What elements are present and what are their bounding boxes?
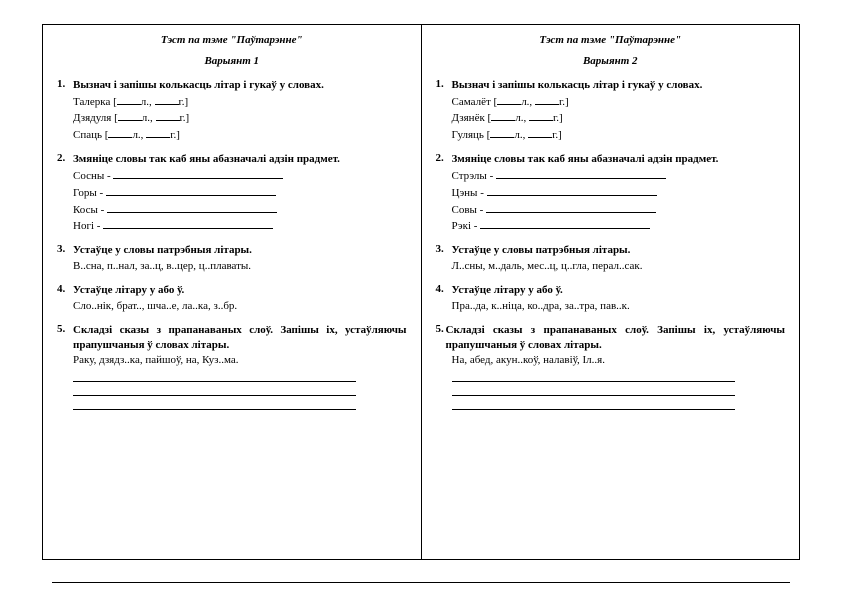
answer-line[interactable] [73, 369, 356, 382]
footer-rule [52, 582, 790, 583]
blank[interactable] [103, 218, 273, 229]
blank[interactable] [155, 94, 179, 105]
question-5: 5. Складзі сказы з прапанаваных слоў. За… [57, 322, 407, 411]
question-prompt: Змяніце словы так каб яны абазначалі адз… [73, 152, 407, 167]
question-prompt: Складзі сказы з прапанаваных слоў. Запіш… [446, 323, 786, 353]
question-number: 4. [436, 282, 452, 314]
question-prompt: Устаўце літару у або ў. [452, 283, 786, 298]
question-2: 2. Змяніце словы так каб яны абазначалі … [436, 151, 786, 234]
question-text: Л..сны, м..даль, мес..ц, ц..гла, перал..… [452, 259, 786, 274]
question-prompt: Вызнач і запішы колькасць літар і гукаў … [452, 78, 786, 93]
blank[interactable] [108, 127, 132, 138]
answer-line[interactable] [452, 369, 735, 382]
variant-2: Тэст па тэме "Паўтарэнне" Варыянт 2 1. В… [421, 25, 800, 559]
question-5: 5. Складзі сказы з прапанаваных слоў. За… [436, 322, 786, 353]
question-3: 3. Устаўце у словы патрэбныя літары. В..… [57, 242, 407, 274]
q2-line: Совы - [452, 202, 786, 218]
variant-label: Варыянт 1 [57, 54, 407, 69]
question-number: 2. [436, 151, 452, 234]
blank[interactable] [480, 218, 650, 229]
q1-line: Дзядуля [л., г.] [73, 110, 407, 126]
question-text: Пра..да, к..ніца, ко..дра, за..тра, пав.… [452, 299, 786, 314]
test-title: Тэст па тэме "Паўтарэнне" [436, 33, 786, 48]
question-number: 1. [436, 77, 452, 143]
question-4: 4. Устаўце літару у або ў. Пра..да, к..н… [436, 282, 786, 314]
question-3: 3. Устаўце у словы патрэбныя літары. Л..… [436, 242, 786, 274]
question-prompt: Складзі сказы з прапанаваных слоў. Запіш… [73, 323, 407, 353]
question-prompt: Устаўце у словы патрэбныя літары. [452, 243, 786, 258]
question-text: Сло..нік, брат.., шча..е, ла..ка, з..бр. [73, 299, 407, 314]
blank[interactable] [118, 110, 142, 121]
blank[interactable] [146, 127, 170, 138]
blank[interactable] [529, 110, 553, 121]
question-1: 1. Вызнач і запішы колькасць літар і гук… [57, 77, 407, 143]
question-number: 1. [57, 77, 73, 143]
blank[interactable] [491, 110, 515, 121]
question-text: На, абед, акун..коў, налавіў, Іл..я. [452, 353, 786, 368]
q1-line: Дзянёк [л., г.] [452, 110, 786, 126]
question-number: 2. [57, 151, 73, 234]
blank[interactable] [497, 94, 521, 105]
q1-line: Спаць [л., г.] [73, 127, 407, 143]
blank[interactable] [113, 168, 283, 179]
blank[interactable] [107, 202, 277, 213]
question-text: В..сна, п..нал, за..ц, в..цер, ц..плават… [73, 259, 407, 274]
blank[interactable] [487, 185, 657, 196]
q1-line: Самалёт [л., г.] [452, 94, 786, 110]
blank[interactable] [528, 127, 552, 138]
q1-line: Талерка [л., г.] [73, 94, 407, 110]
q1-line: Гуляць [л., г.] [452, 127, 786, 143]
blank[interactable] [535, 94, 559, 105]
variant-label: Варыянт 2 [436, 54, 786, 69]
answer-line[interactable] [452, 397, 735, 410]
question-prompt: Устаўце літару у або ў. [73, 283, 407, 298]
q2-line: Косы - [73, 202, 407, 218]
question-text: Раку, дзядз..ка, пайшоў, на, Куз..ма. [73, 353, 407, 368]
answer-line[interactable] [73, 397, 356, 410]
blank[interactable] [117, 94, 141, 105]
question-2: 2. Змяніце словы так каб яны абазначалі … [57, 151, 407, 234]
question-5-body: На, абед, акун..коў, налавіў, Іл..я. [436, 353, 786, 410]
q2-line: Ногі - [73, 218, 407, 234]
blank[interactable] [496, 168, 666, 179]
question-1: 1. Вызнач і запішы колькасць літар і гук… [436, 77, 786, 143]
q2-line: Цэны - [452, 185, 786, 201]
q2-line: Сосны - [73, 168, 407, 184]
question-prompt: Вызнач і запішы колькасць літар і гукаў … [73, 78, 407, 93]
question-prompt: Устаўце у словы патрэбныя літары. [73, 243, 407, 258]
question-number: 4. [57, 282, 73, 314]
question-prompt: Змяніце словы так каб яны абазначалі адз… [452, 152, 786, 167]
q2-line: Рэкі - [452, 218, 786, 234]
blank[interactable] [156, 110, 180, 121]
test-title: Тэст па тэме "Паўтарэнне" [57, 33, 407, 48]
answer-line[interactable] [452, 383, 735, 396]
answer-line[interactable] [73, 383, 356, 396]
question-number: 5. [436, 322, 446, 353]
q2-line: Стрэлы - [452, 168, 786, 184]
q2-line: Горы - [73, 185, 407, 201]
question-number: 3. [436, 242, 452, 274]
question-4: 4. Устаўце літару у або ў. Сло..нік, бра… [57, 282, 407, 314]
blank[interactable] [490, 127, 514, 138]
blank[interactable] [106, 185, 276, 196]
blank[interactable] [486, 202, 656, 213]
worksheet-columns: Тэст па тэме "Паўтарэнне" Варыянт 1 1. В… [42, 24, 800, 560]
question-number: 3. [57, 242, 73, 274]
variant-1: Тэст па тэме "Паўтарэнне" Варыянт 1 1. В… [43, 25, 421, 559]
question-number: 5. [57, 322, 73, 411]
